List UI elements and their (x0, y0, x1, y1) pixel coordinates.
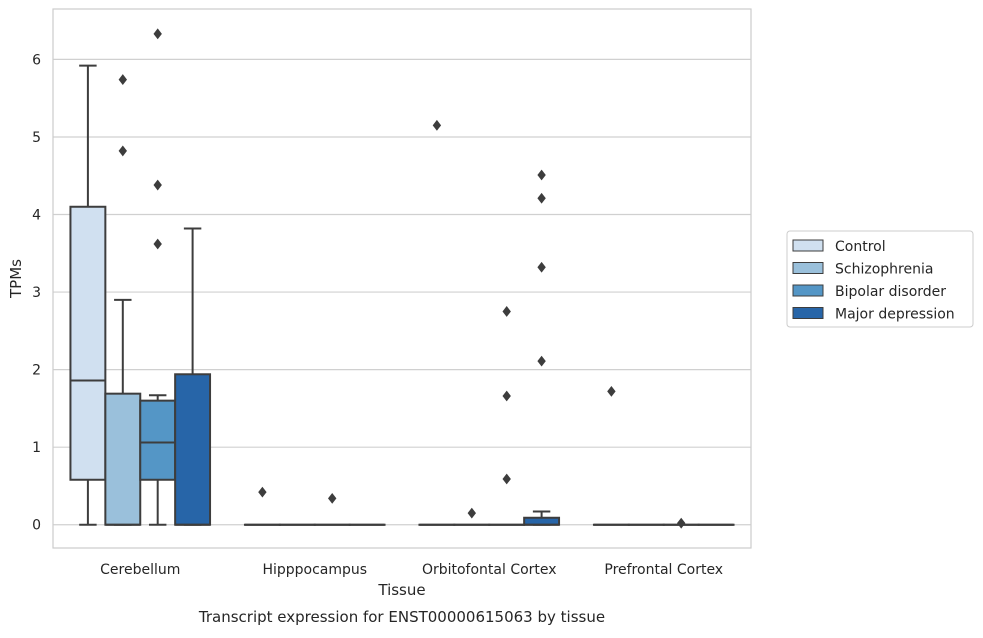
outlier-point (503, 391, 511, 402)
legend-label: Control (835, 239, 886, 255)
box-series (70, 66, 733, 525)
y-tick-label: 2 (32, 363, 41, 379)
legend-label: Bipolar disorder (835, 284, 946, 300)
x-tick-label: Prefrontal Cortex (604, 562, 723, 578)
outlier-point (433, 120, 441, 131)
y-tick-label: 6 (32, 52, 41, 68)
outlier-point (677, 518, 685, 529)
outlier-point (328, 493, 336, 504)
outlier-point (537, 193, 545, 204)
box (524, 518, 559, 525)
x-tick-label: Cerebellum (100, 562, 180, 578)
legend-label: Major depression (835, 307, 955, 323)
y-tick-label: 5 (32, 130, 41, 146)
y-tick-label: 1 (32, 440, 41, 456)
outlier-point (258, 487, 266, 498)
legend-swatch (793, 240, 823, 251)
x-axis-ticks: Cerebellum Hipppocampus Orbitofontal Corte… (100, 562, 723, 578)
box (70, 207, 105, 480)
y-axis-label: TPMs (7, 259, 25, 299)
x-tick-label: Hipppocampus (262, 562, 367, 578)
box (140, 401, 175, 480)
outlier-point (154, 239, 162, 250)
y-tick-label: 0 (32, 518, 41, 534)
outlier-point (537, 262, 545, 273)
outlier-point (537, 170, 545, 181)
legend: Control Schizophrenia Bipolar disorder Majo… (787, 231, 973, 327)
legend-swatch (793, 308, 823, 319)
chart-title: Transcript expression for ENST0000061506… (198, 608, 605, 626)
outlier-point (607, 386, 615, 397)
outlier-point (119, 74, 127, 85)
y-axis-ticks: 0 1 2 3 4 5 6 (32, 52, 41, 533)
x-tick-label: Orbitofontal Cortex (422, 562, 557, 578)
x-axis-label: Tissue (377, 581, 425, 599)
outlier-point (503, 306, 511, 317)
outlier-point (503, 474, 511, 485)
legend-label: Schizophrenia (835, 262, 933, 278)
outlier-point (154, 180, 162, 191)
outlier-point (119, 146, 127, 157)
outlier-point (154, 28, 162, 39)
legend-swatch (793, 263, 823, 274)
box (175, 374, 210, 524)
outlier-point (537, 356, 545, 367)
y-tick-label: 3 (32, 285, 41, 301)
legend-swatch (793, 285, 823, 296)
box (105, 394, 140, 525)
outlier-point (468, 508, 476, 519)
y-tick-label: 4 (32, 208, 41, 224)
